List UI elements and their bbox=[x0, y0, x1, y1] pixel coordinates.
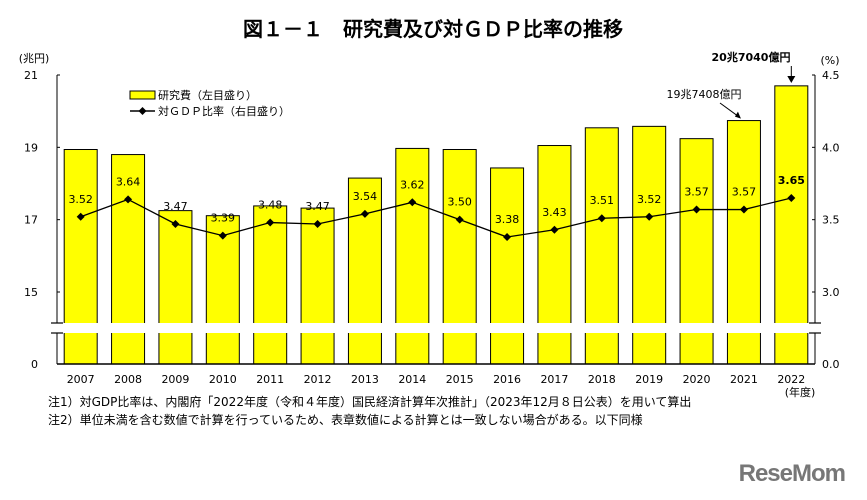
chart-title: 図１－１ 研究費及び対ＧＤＰ比率の推移 bbox=[243, 17, 623, 41]
left-tick-label: 17 bbox=[24, 214, 38, 227]
x-tick-label: 2015 bbox=[446, 373, 474, 386]
arrow-head-icon bbox=[734, 111, 741, 119]
data-label: 3.43 bbox=[542, 206, 567, 219]
gdp-ratio-point-2022 bbox=[787, 193, 796, 202]
data-label: 3.48 bbox=[258, 199, 283, 212]
gdp-ratio-point-2012 bbox=[313, 220, 322, 229]
x-tick-label: 2017 bbox=[540, 373, 568, 386]
gdp-ratio-point-2021 bbox=[739, 205, 748, 214]
x-tick-label: 2011 bbox=[256, 373, 284, 386]
left-tick-label: 19 bbox=[24, 141, 38, 154]
x-axis-unit: (年度) bbox=[785, 385, 816, 399]
left-tick-label: 0 bbox=[31, 358, 38, 371]
data-label: 3.57 bbox=[732, 186, 757, 199]
right-tick-label: 4.0 bbox=[822, 141, 840, 154]
legend-line-marker bbox=[138, 107, 147, 115]
bar-2012 bbox=[300, 207, 335, 365]
x-tick-label: 2012 bbox=[304, 373, 332, 386]
x-tick-label: 2016 bbox=[493, 373, 521, 386]
annotation-2021: 19兆7408億円 bbox=[667, 88, 742, 101]
gdp-ratio-point-2011 bbox=[266, 218, 275, 227]
data-label: 3.62 bbox=[400, 178, 425, 191]
note-1: 注1）対GDP比率は、内閣府「2022年度（令和４年度）国民経済計算年次推計」（… bbox=[48, 395, 692, 409]
gdp-ratio-point-2014 bbox=[408, 198, 417, 207]
right-tick-label: 0.0 bbox=[822, 358, 840, 371]
right-axis-unit: (%) bbox=[820, 54, 839, 67]
x-tick-label: 2009 bbox=[161, 373, 189, 386]
data-label: 3.52 bbox=[68, 193, 93, 206]
arrow-head-icon bbox=[787, 76, 796, 83]
resemom-logo: ReseMom bbox=[738, 460, 846, 487]
gdp-ratio-point-2009 bbox=[171, 220, 180, 229]
x-tick-label: 2013 bbox=[351, 373, 379, 386]
x-tick-label: 2010 bbox=[209, 373, 237, 386]
bar-2013 bbox=[347, 177, 382, 365]
gdp-ratio-line bbox=[80, 197, 792, 238]
data-label: 3.39 bbox=[211, 212, 236, 225]
x-tick-label: 2019 bbox=[635, 373, 663, 386]
axis-break-gap bbox=[47, 323, 825, 333]
legend-bar-label: 研究費（左目盛り） bbox=[158, 88, 257, 102]
gdp-ratio-point-2018 bbox=[597, 214, 606, 223]
x-tick-label: 2020 bbox=[683, 373, 711, 386]
bar-2011 bbox=[253, 205, 288, 365]
data-label: 3.38 bbox=[495, 213, 520, 226]
gdp-ratio-point-2019 bbox=[645, 212, 654, 221]
data-label: 3.54 bbox=[353, 190, 378, 203]
gdp-ratio-point-2013 bbox=[360, 209, 369, 218]
x-tick-label: 2021 bbox=[730, 373, 758, 386]
gdp-ratio-point-2007 bbox=[76, 212, 85, 221]
data-label: 3.57 bbox=[684, 186, 709, 199]
bar-2009 bbox=[158, 210, 193, 365]
data-label: 3.51 bbox=[590, 194, 615, 207]
bar-2016 bbox=[490, 167, 525, 365]
legend-line-label: 対ＧＤＰ比率（右目盛り） bbox=[158, 104, 290, 118]
data-label: 3.52 bbox=[637, 193, 662, 206]
bar-2010 bbox=[205, 215, 240, 365]
x-tick-label: 2007 bbox=[67, 373, 95, 386]
x-tick-label: 2018 bbox=[588, 373, 616, 386]
x-tick-label: 2008 bbox=[114, 373, 142, 386]
gdp-ratio-point-2016 bbox=[503, 233, 512, 242]
left-axis-unit: (兆円) bbox=[19, 52, 50, 65]
right-tick-label: 4.5 bbox=[822, 69, 840, 82]
legend-bar-swatch bbox=[129, 90, 156, 100]
right-tick-label: 3.5 bbox=[822, 214, 840, 227]
left-tick-label: 15 bbox=[24, 286, 38, 299]
x-tick-label: 2022 bbox=[777, 373, 805, 386]
gdp-ratio-point-2017 bbox=[550, 225, 559, 234]
data-label: 3.47 bbox=[305, 200, 330, 213]
gdp-ratio-point-2010 bbox=[218, 231, 227, 240]
data-label: 3.65 bbox=[778, 174, 805, 187]
x-tick-label: 2014 bbox=[398, 373, 426, 386]
gdp-ratio-point-2015 bbox=[455, 215, 464, 224]
data-label: 3.64 bbox=[116, 175, 141, 188]
bar-2022 bbox=[774, 85, 809, 365]
data-label: 3.47 bbox=[163, 200, 188, 213]
annotation-2022: 20兆7040億円 bbox=[712, 50, 791, 64]
gdp-ratio-point-2008 bbox=[124, 195, 133, 204]
chart: 図１－１ 研究費及び対ＧＤＰ比率の推移 (兆円) (%) (年度) 2007 20… bbox=[19, 17, 840, 399]
legend: 研究費（左目盛り） 対ＧＤＰ比率（右目盛り） bbox=[129, 88, 290, 118]
note-2: 注2）単位未満を含む数値で計算を行っているため、表章数値による計算とは一致しない… bbox=[48, 413, 643, 427]
left-tick-label: 21 bbox=[24, 69, 38, 82]
data-label: 3.50 bbox=[447, 196, 472, 209]
right-tick-label: 3.0 bbox=[822, 286, 840, 299]
gdp-ratio-point-2020 bbox=[692, 205, 701, 214]
